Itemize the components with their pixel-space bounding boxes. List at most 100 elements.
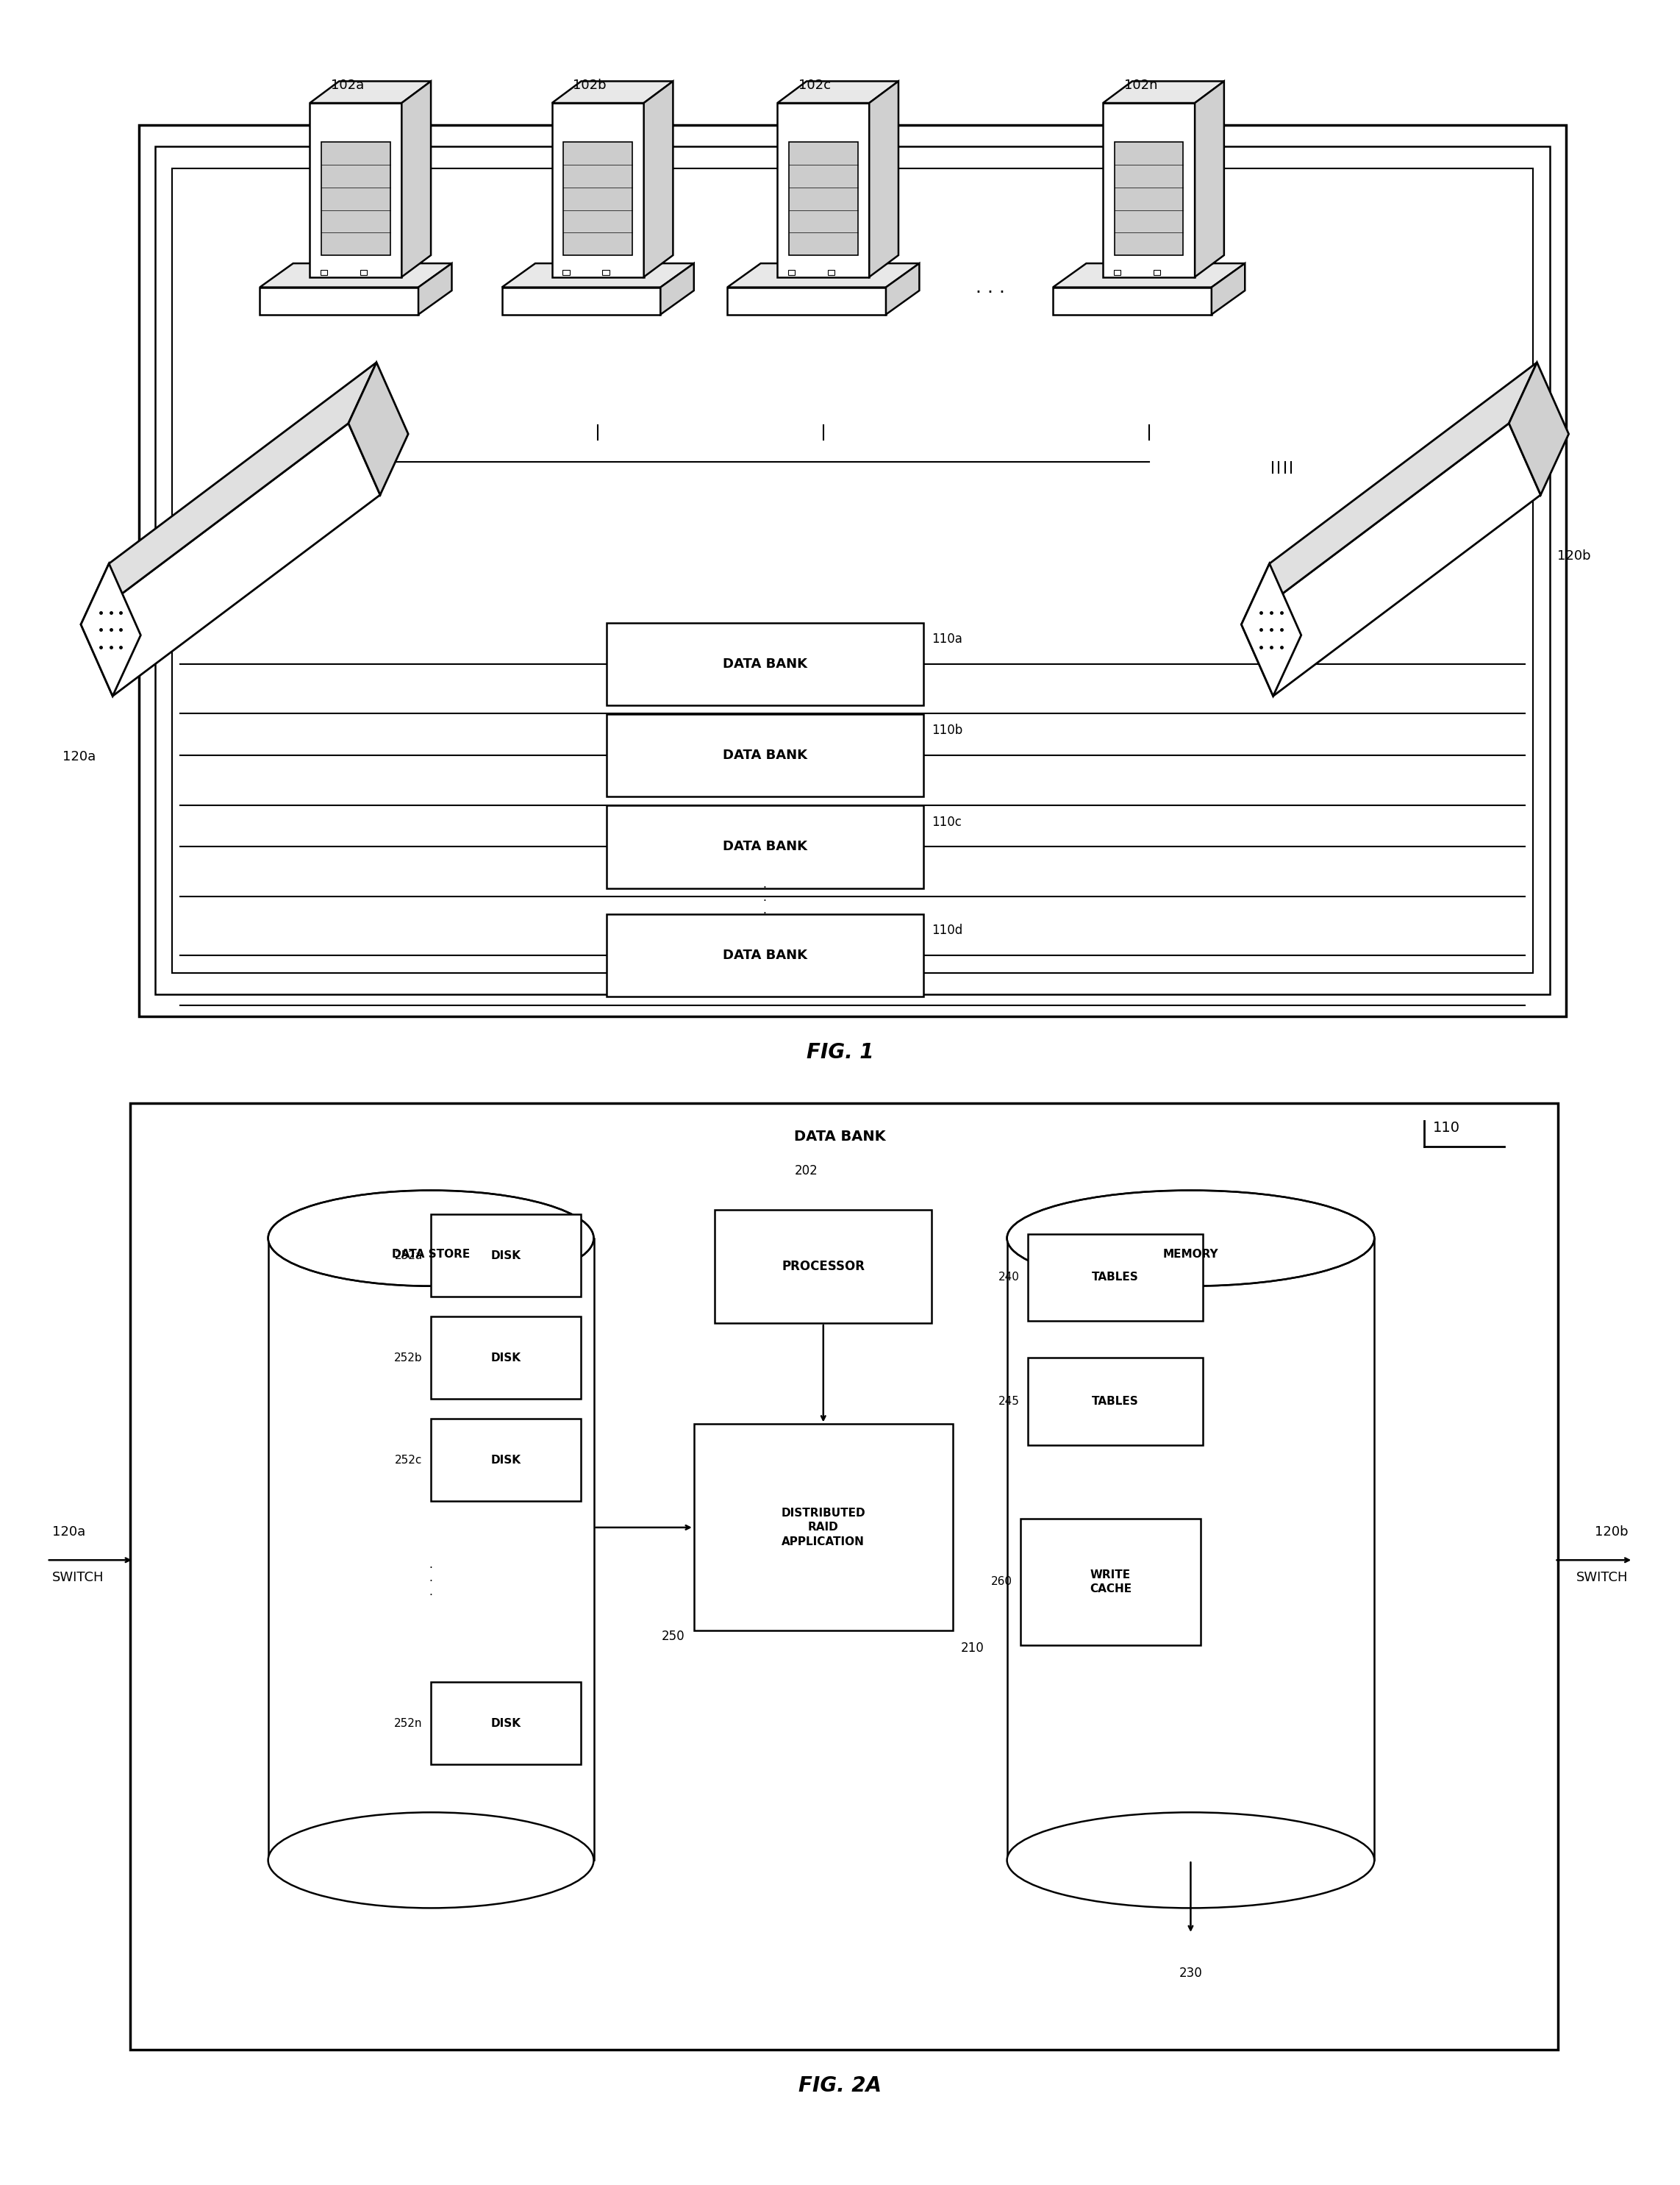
Text: 245: 245: [998, 1396, 1020, 1407]
Polygon shape: [643, 81, 674, 277]
Text: DISK: DISK: [491, 1353, 521, 1363]
Bar: [788, 271, 795, 275]
Bar: [321, 142, 390, 256]
Bar: [321, 271, 328, 275]
Text: 102c: 102c: [798, 79, 832, 92]
Bar: [360, 271, 366, 275]
Text: TABLES: TABLES: [1092, 1396, 1139, 1407]
Text: 102b: 102b: [573, 79, 606, 92]
Polygon shape: [502, 286, 660, 315]
Text: 110c: 110c: [932, 815, 963, 828]
Text: MEMORY: MEMORY: [1163, 1250, 1218, 1261]
Text: WRITE
CACHE: WRITE CACHE: [1090, 1569, 1132, 1595]
Polygon shape: [660, 264, 694, 315]
Polygon shape: [1104, 103, 1194, 277]
Bar: [606, 806, 924, 887]
Bar: [1020, 1519, 1201, 1645]
Polygon shape: [1053, 286, 1211, 315]
Polygon shape: [309, 81, 430, 103]
Bar: [606, 623, 924, 706]
Polygon shape: [260, 264, 452, 286]
Polygon shape: [553, 81, 674, 103]
Text: 110: 110: [1433, 1121, 1460, 1134]
Text: SWITCH: SWITCH: [52, 1571, 104, 1584]
Text: DATA BANK: DATA BANK: [722, 749, 806, 763]
Bar: [603, 271, 610, 275]
Polygon shape: [81, 363, 376, 625]
Polygon shape: [81, 564, 141, 697]
Bar: [1006, 1239, 1374, 1859]
Text: 102n: 102n: [1124, 79, 1158, 92]
Bar: [790, 142, 858, 256]
Text: ·
·
·: · · ·: [428, 1562, 433, 1602]
Bar: [563, 142, 632, 256]
Text: 260: 260: [991, 1575, 1011, 1586]
Text: 252a: 252a: [395, 1250, 423, 1261]
Polygon shape: [869, 81, 899, 277]
Ellipse shape: [269, 1811, 593, 1908]
Bar: [171, 168, 1532, 972]
Bar: [430, 1682, 581, 1765]
Polygon shape: [1104, 81, 1225, 103]
Polygon shape: [309, 103, 402, 277]
Polygon shape: [260, 286, 418, 315]
Text: 252n: 252n: [395, 1717, 423, 1728]
Text: SWITCH: SWITCH: [1576, 1571, 1628, 1584]
Polygon shape: [1242, 363, 1537, 625]
Text: DATA STORE: DATA STORE: [391, 1250, 470, 1261]
Text: FIG. 2A: FIG. 2A: [798, 2076, 882, 2095]
Text: 120b: 120b: [1594, 1525, 1628, 1538]
Polygon shape: [778, 81, 899, 103]
Bar: [131, 1103, 1557, 2050]
Bar: [714, 1210, 932, 1324]
Text: 230: 230: [1179, 1967, 1203, 1980]
Polygon shape: [402, 81, 430, 277]
Text: DATA BANK: DATA BANK: [722, 839, 806, 854]
Text: DISTRIBUTED
RAID
APPLICATION: DISTRIBUTED RAID APPLICATION: [781, 1508, 865, 1547]
Polygon shape: [1242, 564, 1302, 697]
Polygon shape: [1211, 264, 1245, 315]
Ellipse shape: [1006, 1191, 1374, 1287]
Bar: [155, 146, 1549, 994]
Polygon shape: [778, 103, 869, 277]
Text: DATA BANK: DATA BANK: [722, 658, 806, 671]
Polygon shape: [348, 363, 408, 494]
Text: 120b: 120b: [1557, 548, 1591, 562]
Polygon shape: [1053, 264, 1245, 286]
Text: 120a: 120a: [52, 1525, 86, 1538]
Text: 240: 240: [998, 1272, 1020, 1283]
Polygon shape: [727, 264, 919, 286]
Text: 102a: 102a: [331, 79, 365, 92]
Bar: [1028, 1235, 1203, 1322]
Polygon shape: [553, 103, 643, 277]
Ellipse shape: [269, 1191, 593, 1287]
Text: 120a: 120a: [62, 749, 96, 763]
Text: 210: 210: [961, 1641, 984, 1654]
Bar: [1028, 1357, 1203, 1444]
Text: DISK: DISK: [491, 1455, 521, 1466]
Bar: [180, 179, 1525, 961]
Bar: [606, 913, 924, 996]
Polygon shape: [885, 264, 919, 315]
Bar: [828, 271, 835, 275]
Polygon shape: [1509, 363, 1569, 494]
Text: 252b: 252b: [395, 1353, 423, 1363]
Text: 250: 250: [662, 1630, 685, 1643]
Bar: [430, 1418, 581, 1501]
Bar: [430, 1215, 581, 1298]
Bar: [563, 271, 570, 275]
Text: DISK: DISK: [491, 1250, 521, 1261]
Text: TABLES: TABLES: [1092, 1272, 1139, 1283]
Text: 110b: 110b: [932, 723, 963, 736]
Text: 252c: 252c: [395, 1455, 423, 1466]
Polygon shape: [1242, 424, 1541, 697]
Text: 202: 202: [795, 1165, 818, 1178]
Bar: [269, 1239, 593, 1859]
Polygon shape: [502, 264, 694, 286]
Bar: [1114, 271, 1121, 275]
Text: 110a: 110a: [932, 634, 963, 647]
Bar: [1114, 142, 1183, 256]
Text: . . .: . . .: [976, 280, 1005, 297]
Bar: [606, 714, 924, 798]
Polygon shape: [81, 424, 380, 697]
